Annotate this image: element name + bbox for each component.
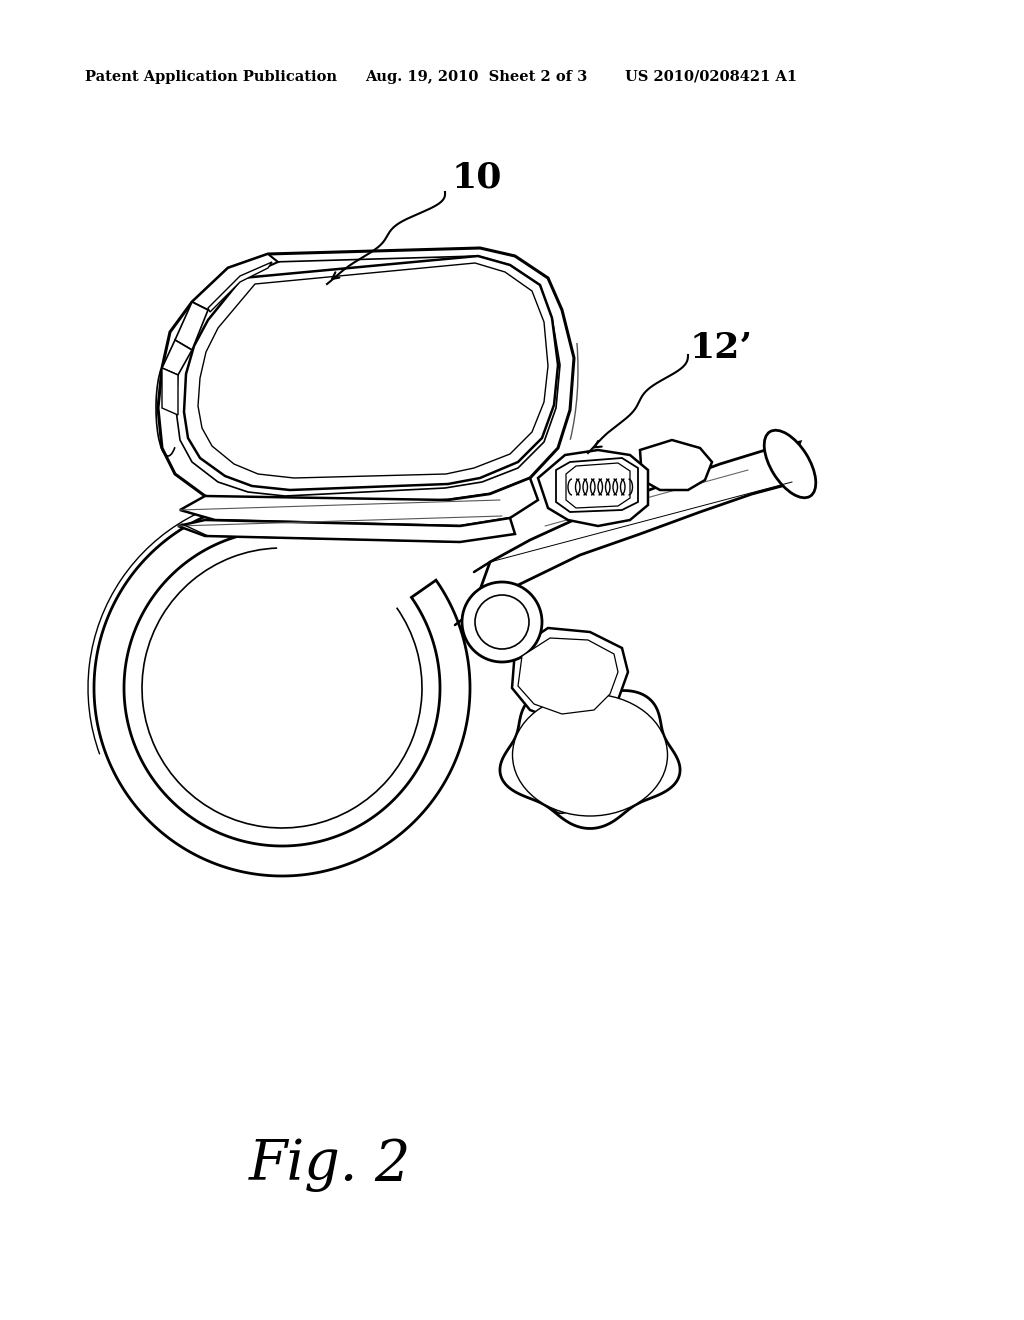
Polygon shape	[178, 517, 515, 543]
Circle shape	[475, 595, 529, 649]
Polygon shape	[162, 341, 193, 375]
Ellipse shape	[610, 726, 660, 758]
Polygon shape	[500, 690, 680, 829]
Polygon shape	[640, 440, 712, 490]
Polygon shape	[184, 256, 558, 490]
Ellipse shape	[560, 694, 591, 744]
Text: Patent Application Publication: Patent Application Publication	[85, 70, 337, 84]
Polygon shape	[556, 458, 638, 512]
Ellipse shape	[764, 430, 816, 498]
Circle shape	[462, 582, 542, 663]
Polygon shape	[518, 638, 618, 714]
Ellipse shape	[602, 762, 642, 805]
Polygon shape	[512, 628, 628, 722]
Polygon shape	[566, 463, 630, 508]
Text: US 2010/0208421 A1: US 2010/0208421 A1	[625, 70, 797, 84]
Ellipse shape	[552, 766, 586, 813]
Polygon shape	[193, 253, 278, 310]
Polygon shape	[162, 368, 178, 414]
Text: 10: 10	[452, 161, 503, 195]
Polygon shape	[175, 302, 208, 350]
Ellipse shape	[516, 738, 568, 767]
Polygon shape	[538, 450, 648, 525]
Polygon shape	[208, 261, 272, 312]
Text: Aug. 19, 2010  Sheet 2 of 3: Aug. 19, 2010 Sheet 2 of 3	[365, 70, 587, 84]
Polygon shape	[158, 248, 574, 510]
Polygon shape	[198, 263, 548, 478]
Text: Fig. 2: Fig. 2	[249, 1138, 411, 1192]
Polygon shape	[180, 478, 538, 525]
Polygon shape	[472, 442, 800, 612]
Polygon shape	[176, 256, 560, 496]
Polygon shape	[94, 500, 470, 876]
Ellipse shape	[512, 694, 668, 816]
Text: 12’: 12’	[690, 331, 753, 366]
